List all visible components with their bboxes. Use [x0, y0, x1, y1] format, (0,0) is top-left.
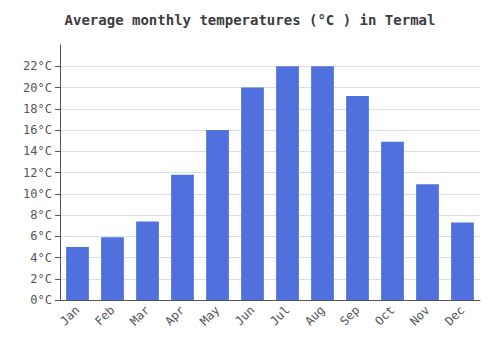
svg-text:May: May [197, 303, 222, 328]
svg-text:Jun: Jun [232, 303, 257, 328]
svg-text:Average monthly temperatures (: Average monthly temperatures (°C ) in Te… [65, 12, 436, 28]
svg-text:Jan: Jan [57, 303, 82, 328]
svg-text:Aug: Aug [302, 303, 327, 328]
svg-text:10°C: 10°C [23, 187, 52, 201]
svg-text:Oct: Oct [372, 303, 397, 328]
svg-text:Sep: Sep [337, 303, 362, 328]
svg-text:8°C: 8°C [30, 208, 52, 222]
svg-text:Feb: Feb [92, 303, 117, 328]
svg-text:6°C: 6°C [30, 229, 52, 243]
svg-text:22°C: 22°C [23, 59, 52, 73]
svg-text:4°C: 4°C [30, 251, 52, 265]
svg-text:Nov: Nov [407, 303, 432, 328]
svg-text:12°C: 12°C [23, 166, 52, 180]
svg-text:16°C: 16°C [23, 123, 52, 137]
svg-text:18°C: 18°C [23, 102, 52, 116]
svg-text:Dec: Dec [442, 303, 467, 328]
svg-text:Apr: Apr [162, 303, 187, 328]
svg-text:20°C: 20°C [23, 81, 52, 95]
svg-text:2°C: 2°C [30, 272, 52, 286]
svg-text:0°C: 0°C [30, 293, 52, 307]
svg-text:14°C: 14°C [23, 144, 52, 158]
svg-text:Mar: Mar [127, 303, 152, 328]
svg-text:Jul: Jul [267, 303, 292, 328]
